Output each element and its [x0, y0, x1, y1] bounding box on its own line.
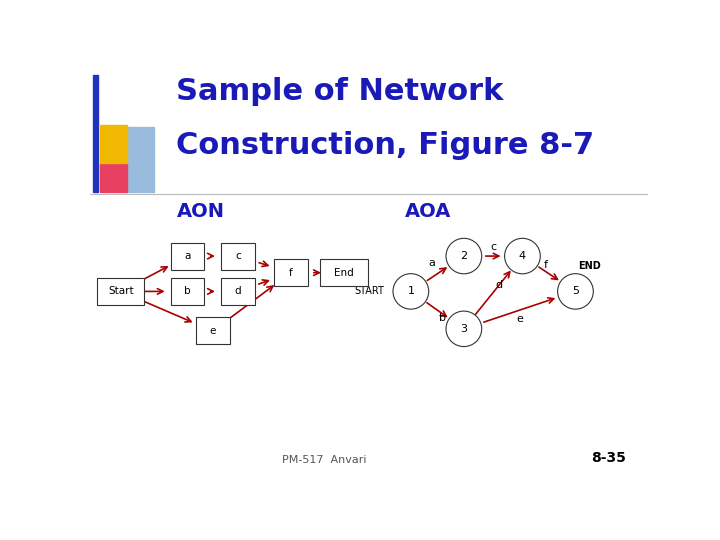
- Text: Start: Start: [108, 286, 133, 296]
- Text: START: START: [354, 286, 384, 296]
- Text: AOA: AOA: [405, 202, 451, 221]
- Text: e: e: [210, 326, 216, 336]
- Text: d: d: [235, 286, 241, 296]
- Text: Construction, Figure 8-7: Construction, Figure 8-7: [176, 131, 595, 160]
- Bar: [93, 75, 99, 192]
- Text: 5: 5: [572, 286, 579, 296]
- Text: d: d: [495, 280, 503, 290]
- Text: b: b: [184, 286, 191, 296]
- Text: Sample of Network: Sample of Network: [176, 77, 504, 106]
- Text: 4: 4: [519, 251, 526, 261]
- Text: a: a: [428, 258, 435, 268]
- FancyBboxPatch shape: [171, 242, 204, 269]
- Ellipse shape: [505, 238, 540, 274]
- FancyBboxPatch shape: [171, 278, 204, 305]
- Text: a: a: [184, 251, 191, 261]
- FancyBboxPatch shape: [320, 259, 368, 286]
- FancyBboxPatch shape: [97, 278, 145, 305]
- Ellipse shape: [557, 274, 593, 309]
- Text: 8-35: 8-35: [591, 451, 626, 465]
- Text: AON: AON: [176, 202, 225, 221]
- Text: END: END: [578, 261, 601, 271]
- FancyBboxPatch shape: [196, 318, 230, 345]
- Text: c: c: [235, 251, 240, 261]
- Text: e: e: [516, 314, 523, 324]
- Text: PM-517  Anvari: PM-517 Anvari: [282, 455, 366, 465]
- Text: c: c: [490, 242, 496, 252]
- Ellipse shape: [446, 311, 482, 347]
- Text: f: f: [544, 260, 548, 269]
- FancyBboxPatch shape: [221, 242, 255, 269]
- Text: b: b: [439, 313, 446, 323]
- Text: End: End: [334, 268, 354, 278]
- Text: 1: 1: [408, 286, 414, 296]
- Text: f: f: [289, 268, 293, 278]
- Text: 2: 2: [460, 251, 467, 261]
- FancyBboxPatch shape: [221, 278, 255, 305]
- FancyBboxPatch shape: [274, 259, 307, 286]
- Bar: [100, 163, 127, 192]
- Ellipse shape: [393, 274, 428, 309]
- Ellipse shape: [446, 238, 482, 274]
- Text: 3: 3: [460, 324, 467, 334]
- Bar: [100, 125, 127, 163]
- Bar: [127, 127, 153, 192]
